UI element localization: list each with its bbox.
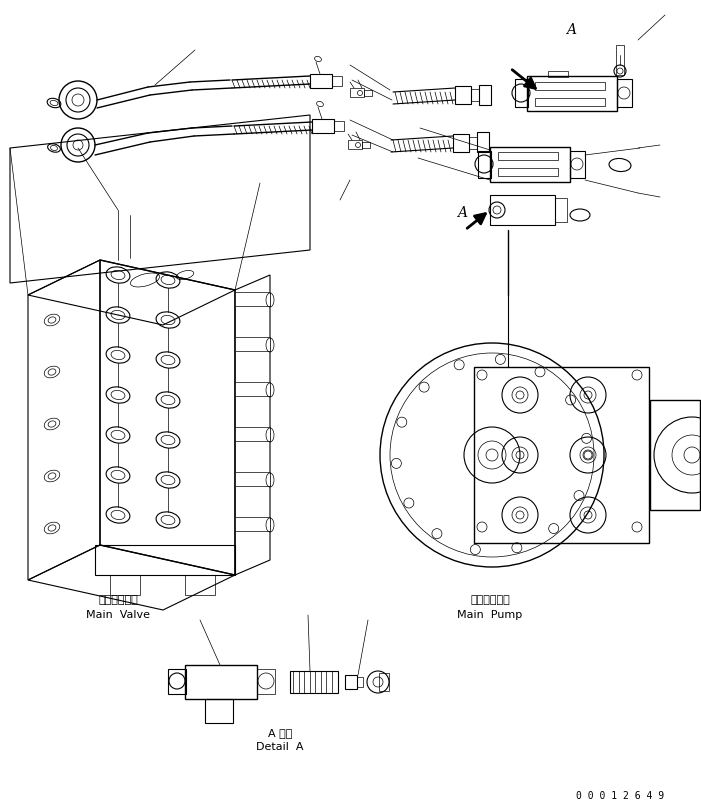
Bar xyxy=(185,665,257,699)
Bar xyxy=(95,545,235,575)
Bar xyxy=(490,147,570,182)
Bar xyxy=(570,151,585,178)
Text: メインポンプ: メインポンプ xyxy=(470,595,510,605)
Bar xyxy=(310,74,332,88)
Bar xyxy=(479,85,491,105)
Bar xyxy=(379,673,389,691)
Bar xyxy=(357,677,363,687)
Bar xyxy=(257,669,275,694)
Bar xyxy=(362,142,370,148)
Bar xyxy=(205,699,233,723)
Bar xyxy=(235,337,270,351)
Text: メインバルブ: メインバルブ xyxy=(98,595,138,605)
Bar xyxy=(469,137,477,149)
Bar xyxy=(490,195,555,225)
Bar xyxy=(535,82,605,90)
Bar xyxy=(515,79,528,107)
Bar xyxy=(350,88,364,97)
Bar xyxy=(235,382,270,396)
Text: Detail  A: Detail A xyxy=(257,742,304,752)
Bar xyxy=(345,675,357,689)
Bar xyxy=(498,152,558,160)
Bar xyxy=(477,132,489,152)
Bar xyxy=(235,517,270,531)
Bar xyxy=(348,140,362,149)
Bar xyxy=(617,79,632,107)
Bar xyxy=(478,151,491,178)
Bar xyxy=(185,575,215,595)
Bar xyxy=(616,45,624,75)
Bar xyxy=(527,76,617,111)
Bar xyxy=(471,89,479,101)
Bar xyxy=(312,119,334,133)
Bar xyxy=(235,472,270,486)
Text: A 詳細: A 詳細 xyxy=(268,728,292,738)
Bar xyxy=(700,435,701,475)
Bar xyxy=(235,292,270,306)
Bar xyxy=(455,86,471,104)
Bar xyxy=(548,71,568,77)
Bar xyxy=(290,671,338,693)
Bar xyxy=(498,168,558,176)
Text: Main  Valve: Main Valve xyxy=(86,610,150,620)
Bar xyxy=(453,134,469,152)
Text: A: A xyxy=(457,206,467,220)
Bar xyxy=(110,575,140,595)
Bar xyxy=(555,198,567,222)
Bar xyxy=(474,367,649,543)
Bar xyxy=(235,427,270,441)
Bar xyxy=(334,121,344,131)
Bar xyxy=(535,98,605,106)
Bar xyxy=(168,669,186,694)
Text: 0 0 0 1 2 6 4 9: 0 0 0 1 2 6 4 9 xyxy=(576,791,664,801)
Text: A: A xyxy=(566,23,576,37)
Bar xyxy=(650,400,700,510)
Bar xyxy=(332,76,342,86)
Text: Main  Pump: Main Pump xyxy=(457,610,523,620)
Bar xyxy=(364,90,372,96)
